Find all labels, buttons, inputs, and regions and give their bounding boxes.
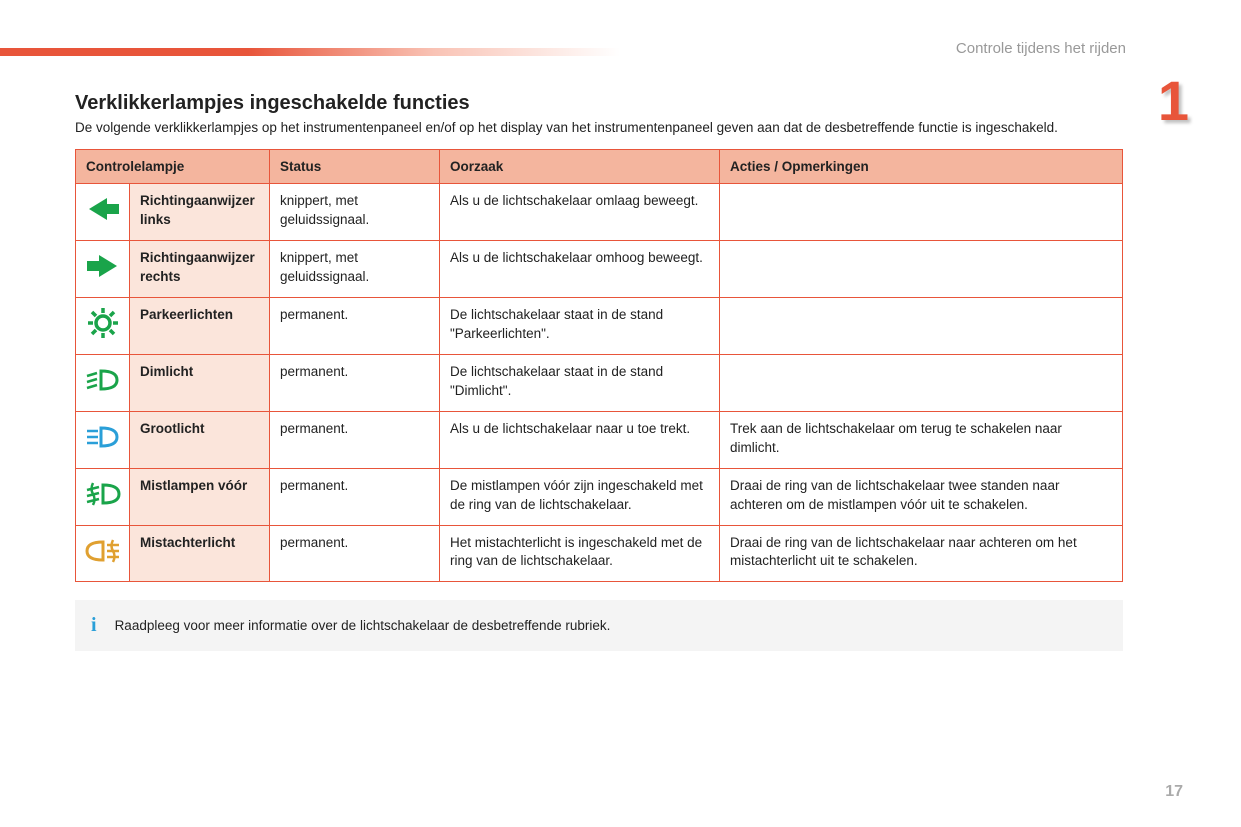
chapter-number: 1 [1141,73,1189,129]
row-action: Draai de ring van de lichtschakelaar twe… [720,468,1123,525]
th-oorzaak: Oorzaak [440,150,720,184]
row-status: permanent. [270,525,440,582]
row-label: Grootlicht [130,411,270,468]
row-label: Parkeerlichten [130,298,270,355]
table-row: Dimlichtpermanent.De lichtschakelaar sta… [76,354,1123,411]
dimlight-icon [76,354,130,411]
page-content: Verklikkerlampjes ingeschakelde functies… [75,92,1123,651]
info-icon: i [91,614,97,637]
fog-front-icon [76,468,130,525]
row-cause: Als u de lichtschakelaar omhoog beweegt. [440,241,720,298]
row-status: permanent. [270,411,440,468]
row-action [720,241,1123,298]
top-gradient-bar [0,48,620,56]
row-status: permanent. [270,298,440,355]
row-label: Mistlampen vóór [130,468,270,525]
parking-icon [76,298,130,355]
row-action: Trek aan de lichtschakelaar om terug te … [720,411,1123,468]
row-label: Richtingaanwijzer links [130,184,270,241]
row-cause: De lichtschakelaar staat in de stand "Pa… [440,298,720,355]
row-label: Mistachterlicht [130,525,270,582]
header-section-label: Controle tijdens het rijden [956,40,1126,57]
row-cause: Het mistachterlicht is ingeschakeld met … [440,525,720,582]
table-row: Grootlichtpermanent.Als u de lichtschake… [76,411,1123,468]
table-row: Mistachterlichtpermanent.Het mistachterl… [76,525,1123,582]
page-subtitle: De volgende verklikkerlampjes op het ins… [75,119,1123,137]
table-row: Parkeerlichtenpermanent.De lichtschakela… [76,298,1123,355]
row-action [720,184,1123,241]
fog-rear-icon [76,525,130,582]
table-row: Richtingaanwijzer rechtsknippert, met ge… [76,241,1123,298]
row-status: permanent. [270,354,440,411]
row-cause: Als u de lichtschakelaar naar u toe trek… [440,411,720,468]
th-controlelampje: Controlelampje [76,150,270,184]
warning-lights-table: Controlelampje Status Oorzaak Acties / O… [75,149,1123,582]
row-cause: De mistlampen vóór zijn ingeschakeld met… [440,468,720,525]
row-status: knippert, met geluidssignaal. [270,241,440,298]
row-cause: De lichtschakelaar staat in de stand "Di… [440,354,720,411]
row-status: permanent. [270,468,440,525]
grootlight-icon [76,411,130,468]
page-number: 17 [1165,783,1183,801]
row-action [720,298,1123,355]
info-box: i Raadpleeg voor meer informatie over de… [75,600,1123,651]
row-action [720,354,1123,411]
row-cause: Als u de lichtschakelaar omlaag beweegt. [440,184,720,241]
row-label: Richtingaanwijzer rechts [130,241,270,298]
row-status: knippert, met geluidssignaal. [270,184,440,241]
table-row: Mistlampen vóórpermanent.De mistlampen v… [76,468,1123,525]
page-title: Verklikkerlampjes ingeschakelde functies [75,92,1123,115]
info-text: Raadpleeg voor meer informatie over de l… [115,618,611,633]
table-row: Richtingaanwijzer linksknippert, met gel… [76,184,1123,241]
left-arrow-icon [76,184,130,241]
th-acties: Acties / Opmerkingen [720,150,1123,184]
right-arrow-icon [76,241,130,298]
row-label: Dimlicht [130,354,270,411]
th-status: Status [270,150,440,184]
row-action: Draai de ring van de lichtschakelaar naa… [720,525,1123,582]
